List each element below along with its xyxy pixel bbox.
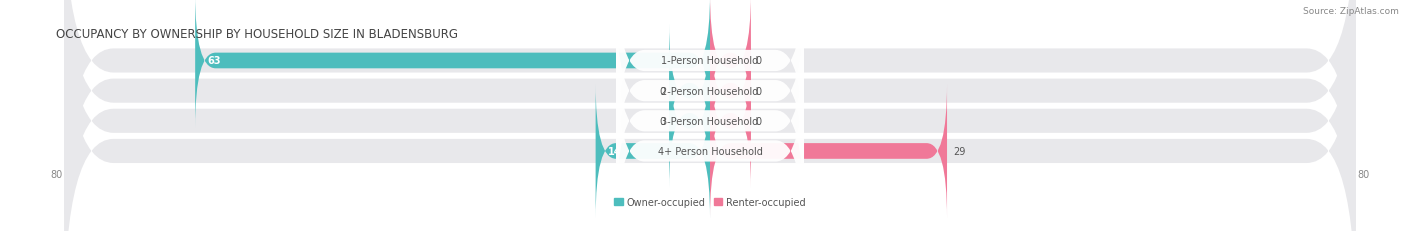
Legend: Owner-occupied, Renter-occupied: Owner-occupied, Renter-occupied bbox=[610, 193, 810, 210]
Text: 1-Person Household: 1-Person Household bbox=[661, 56, 759, 66]
FancyBboxPatch shape bbox=[669, 24, 710, 158]
Text: 0: 0 bbox=[755, 86, 761, 96]
FancyBboxPatch shape bbox=[710, 0, 751, 128]
FancyBboxPatch shape bbox=[65, 0, 1355, 231]
FancyBboxPatch shape bbox=[710, 24, 751, 158]
FancyBboxPatch shape bbox=[616, 0, 804, 186]
Text: 2-Person Household: 2-Person Household bbox=[661, 86, 759, 96]
Text: 0: 0 bbox=[659, 86, 665, 96]
Text: 0: 0 bbox=[755, 116, 761, 126]
Text: 14: 14 bbox=[607, 146, 621, 156]
Text: 3-Person Household: 3-Person Household bbox=[661, 116, 759, 126]
FancyBboxPatch shape bbox=[195, 0, 710, 128]
Text: 0: 0 bbox=[755, 56, 761, 66]
FancyBboxPatch shape bbox=[65, 0, 1355, 229]
Text: 4+ Person Household: 4+ Person Household bbox=[658, 146, 762, 156]
Text: Source: ZipAtlas.com: Source: ZipAtlas.com bbox=[1303, 7, 1399, 16]
Text: 63: 63 bbox=[208, 56, 221, 66]
FancyBboxPatch shape bbox=[616, 0, 804, 156]
Text: 0: 0 bbox=[659, 116, 665, 126]
FancyBboxPatch shape bbox=[616, 27, 804, 216]
FancyBboxPatch shape bbox=[616, 57, 804, 231]
FancyBboxPatch shape bbox=[710, 54, 751, 188]
Text: OCCUPANCY BY OWNERSHIP BY HOUSEHOLD SIZE IN BLADENSBURG: OCCUPANCY BY OWNERSHIP BY HOUSEHOLD SIZE… bbox=[56, 28, 458, 41]
FancyBboxPatch shape bbox=[669, 54, 710, 188]
Text: 29: 29 bbox=[953, 146, 966, 156]
FancyBboxPatch shape bbox=[596, 84, 710, 219]
FancyBboxPatch shape bbox=[65, 0, 1355, 231]
FancyBboxPatch shape bbox=[65, 0, 1355, 231]
FancyBboxPatch shape bbox=[710, 84, 948, 219]
